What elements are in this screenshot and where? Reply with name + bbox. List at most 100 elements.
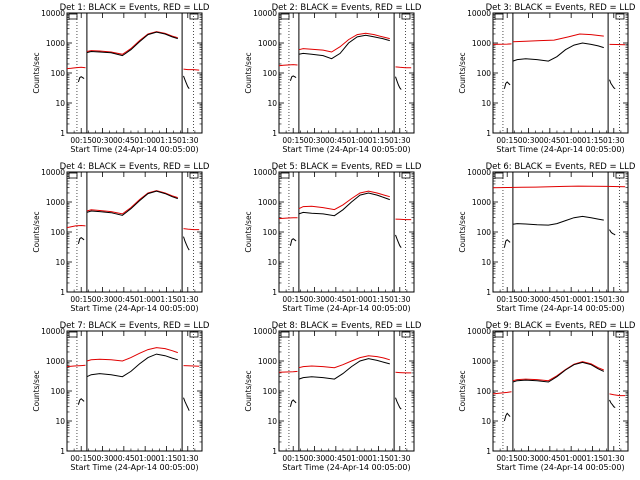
x-tick-label: 01:15 bbox=[368, 295, 390, 304]
lld-series-line bbox=[298, 355, 390, 369]
x-tick-label: 01:00 bbox=[134, 136, 156, 145]
y-tick-label: 10 bbox=[55, 258, 65, 267]
events-series-line bbox=[86, 31, 178, 57]
y-tick-label: 100 bbox=[263, 228, 278, 237]
chart-title: Det 9: BLACK = Events, RED = LLD bbox=[486, 321, 636, 331]
chart-title: Det 5: BLACK = Events, RED = LLD bbox=[272, 162, 422, 172]
legend-box bbox=[401, 172, 411, 179]
y-tick-label: 1000 bbox=[472, 198, 491, 207]
x-tick-label: 00:30 bbox=[518, 295, 540, 304]
events-series-line bbox=[183, 236, 190, 251]
x-tick-label: 00:45 bbox=[325, 295, 347, 304]
y-tick-label: 10000 bbox=[253, 168, 277, 177]
lld-series-line bbox=[183, 228, 200, 231]
lld-series-line bbox=[183, 365, 200, 367]
events-series-line bbox=[86, 353, 178, 378]
events-series-line bbox=[395, 397, 402, 410]
lld-series-line bbox=[86, 31, 178, 55]
legend-box bbox=[280, 172, 290, 179]
x-tick-label: 01:00 bbox=[560, 454, 582, 463]
chart-panel-5: Det 5: BLACK = Events, RED = LLD 1 10 100 10… bbox=[244, 162, 422, 313]
x-tick-label: 01:00 bbox=[560, 295, 582, 304]
y-tick-label: 10000 bbox=[467, 327, 491, 336]
y-tick-label: 10000 bbox=[253, 327, 277, 336]
events-series-line bbox=[77, 76, 85, 83]
chart-title: Det 6: BLACK = Events, RED = LLD bbox=[486, 162, 636, 172]
y-tick-label: 10 bbox=[481, 99, 491, 108]
y-axis-label: Counts/sec bbox=[458, 370, 467, 411]
legend-box bbox=[401, 331, 411, 338]
y-tick-label: 10000 bbox=[467, 9, 491, 18]
chart-panel-9: Det 9: BLACK = Events, RED = LLD 1 10 100 10… bbox=[458, 321, 636, 472]
events-series-line bbox=[609, 79, 616, 90]
y-tick-label: 1 bbox=[486, 447, 491, 456]
events-series-line bbox=[77, 236, 85, 245]
y-tick-label: 10000 bbox=[41, 9, 65, 18]
y-axis-label: Counts/sec bbox=[458, 211, 467, 252]
x-tick-label: 00:45 bbox=[113, 295, 135, 304]
legend-box bbox=[280, 331, 290, 338]
events-series-line bbox=[503, 81, 511, 89]
x-tick-label: 01:30 bbox=[603, 454, 625, 463]
y-tick-label: 100 bbox=[51, 228, 66, 237]
x-tick-label: 01:30 bbox=[389, 295, 411, 304]
events-series-line bbox=[609, 399, 616, 409]
events-series-line bbox=[183, 397, 190, 411]
events-series-line bbox=[298, 34, 390, 60]
events-series-line bbox=[86, 190, 178, 216]
lld-series-line bbox=[278, 370, 298, 373]
y-tick-label: 100 bbox=[51, 69, 66, 78]
x-tick-label: 01:00 bbox=[560, 136, 582, 145]
events-series-line bbox=[183, 75, 190, 89]
chart-title: Det 2: BLACK = Events, RED = LLD bbox=[272, 3, 422, 13]
y-tick-label: 1000 bbox=[46, 357, 65, 366]
events-series-line bbox=[298, 358, 390, 380]
y-tick-label: 10 bbox=[481, 417, 491, 426]
y-tick-label: 1 bbox=[60, 447, 65, 456]
legend-box bbox=[68, 331, 78, 338]
y-axis-label: Counts/sec bbox=[244, 370, 253, 411]
lld-series-line bbox=[492, 43, 512, 45]
events-series-line bbox=[289, 75, 297, 81]
y-tick-label: 100 bbox=[477, 228, 492, 237]
lld-series-line bbox=[278, 217, 298, 220]
legend-box bbox=[494, 331, 504, 338]
y-tick-label: 1 bbox=[486, 288, 491, 297]
chart-title: Det 8: BLACK = Events, RED = LLD bbox=[272, 321, 422, 331]
y-tick-label: 100 bbox=[263, 387, 278, 396]
lld-series-line bbox=[183, 68, 200, 71]
y-axis-label: Counts/sec bbox=[32, 52, 41, 93]
legend-box bbox=[494, 172, 504, 179]
chart-panel-8: Det 8: BLACK = Events, RED = LLD 1 10 100 10… bbox=[244, 321, 422, 472]
x-tick-label: 01:30 bbox=[389, 454, 411, 463]
x-tick-label: 01:00 bbox=[134, 295, 156, 304]
events-series-line bbox=[289, 399, 297, 407]
x-tick-label: 00:30 bbox=[518, 136, 540, 145]
x-tick-label: 01:00 bbox=[346, 295, 368, 304]
y-tick-label: 1000 bbox=[258, 39, 277, 48]
events-series-line bbox=[395, 76, 402, 90]
x-tick-label: 01:30 bbox=[603, 295, 625, 304]
x-tick-label: 01:00 bbox=[346, 136, 368, 145]
lld-series-line bbox=[609, 393, 626, 397]
y-tick-label: 1000 bbox=[46, 39, 65, 48]
y-tick-label: 1 bbox=[272, 288, 277, 297]
y-tick-label: 100 bbox=[477, 387, 492, 396]
y-tick-label: 1000 bbox=[472, 39, 491, 48]
lld-series-line bbox=[66, 66, 86, 70]
y-tick-label: 100 bbox=[263, 69, 278, 78]
events-series-line bbox=[512, 42, 604, 62]
x-tick-label: 01:15 bbox=[156, 295, 178, 304]
y-tick-label: 100 bbox=[51, 387, 66, 396]
x-axis-label: Start Time (24-Apr-14 00:05:00) bbox=[282, 145, 410, 154]
events-series-line bbox=[395, 234, 402, 248]
x-tick-label: 01:15 bbox=[368, 454, 390, 463]
x-tick-label: 00:15 bbox=[282, 136, 304, 145]
lld-series-line bbox=[66, 364, 86, 368]
events-series-line bbox=[289, 238, 297, 246]
y-tick-label: 1 bbox=[60, 129, 65, 138]
x-tick-label: 00:45 bbox=[539, 295, 561, 304]
x-axis-label: Start Time (24-Apr-14 00:05:00) bbox=[70, 463, 198, 472]
y-tick-label: 10 bbox=[55, 99, 65, 108]
y-axis-label: Counts/sec bbox=[32, 370, 41, 411]
